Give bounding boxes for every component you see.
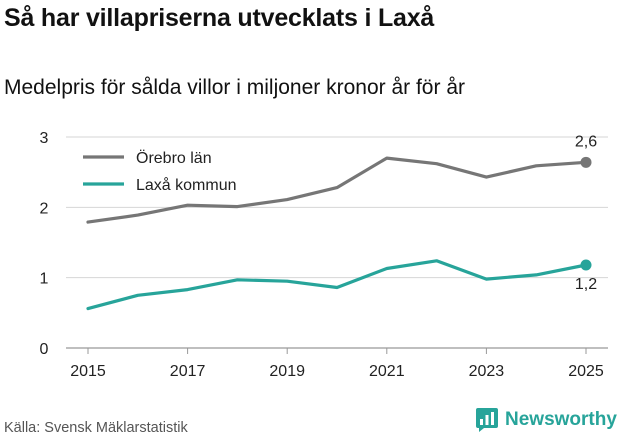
brand-name: Newsworthy <box>505 409 617 430</box>
x-tick-label: 2019 <box>269 363 305 380</box>
y-tick-label: 3 <box>40 130 49 147</box>
y-tick-label: 0 <box>40 341 49 358</box>
x-tick-label: 2017 <box>170 363 206 380</box>
series-lines <box>86 156 592 311</box>
end-marker-orebro <box>580 156 592 168</box>
end-labels: 2,6 1,2 <box>575 133 597 293</box>
line-chart: 0 1 2 3 2015 2017 2019 2021 2023 2025 Örebro län… <box>40 130 608 380</box>
legend-label-laxa: Laxå kommun <box>136 176 237 194</box>
x-axis-ticks: 2015 2017 2019 2021 2023 2025 <box>70 348 604 380</box>
x-tick-label: 2021 <box>369 363 405 380</box>
end-label-laxa: 1,2 <box>575 276 597 293</box>
legend: Örebro län Laxå kommun <box>79 144 269 200</box>
legend-background <box>79 144 269 200</box>
y-tick-label: 2 <box>40 200 49 217</box>
legend-label-orebro: Örebro län <box>136 149 212 167</box>
y-tick-label: 1 <box>40 271 49 288</box>
newsworthy-logo-icon <box>476 408 498 432</box>
x-tick-label: 2023 <box>469 363 505 380</box>
chart-title: Så har villapriserna utvecklats i Laxå <box>4 4 435 32</box>
series-line-orebro <box>86 156 588 224</box>
brand-logo: Newsworthy <box>475 407 617 433</box>
x-tick-label: 2015 <box>70 363 106 380</box>
end-label-orebro: 2,6 <box>575 133 597 150</box>
y-axis-ticks: 0 1 2 3 <box>40 130 49 358</box>
x-tick-label: 2025 <box>568 363 604 380</box>
source-note: Källa: Svensk Mäklarstatistik <box>4 420 188 436</box>
series-line-laxa <box>86 259 588 311</box>
chart-subtitle: Medelpris för sålda villor i miljoner kr… <box>4 76 465 99</box>
end-marker-laxa <box>580 259 592 271</box>
